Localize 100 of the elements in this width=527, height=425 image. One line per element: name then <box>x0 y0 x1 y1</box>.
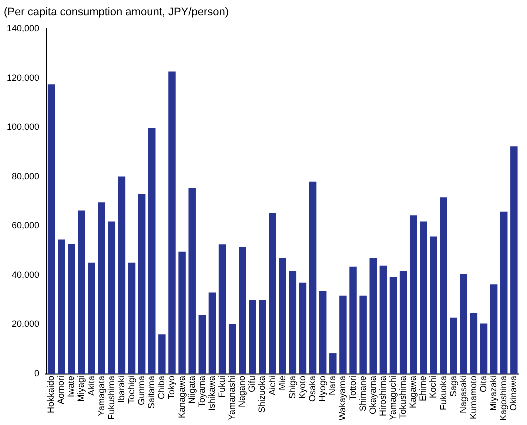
bar <box>259 300 266 374</box>
bar <box>108 222 116 374</box>
bar <box>228 324 236 374</box>
bar <box>289 271 297 374</box>
bar <box>440 198 448 374</box>
bar <box>390 277 398 374</box>
x-tick-label: Osaka <box>308 376 318 402</box>
x-tick-label: Yamanashi <box>227 376 238 420</box>
x-tick-label: Nagasaki <box>458 376 468 414</box>
x-tick-label: Akita <box>86 376 96 396</box>
x-tick-label: Aichi <box>267 376 278 396</box>
x-tick-label: Yamaguchi <box>388 376 398 420</box>
x-tick-label: Aomori <box>56 376 66 404</box>
bar <box>249 300 256 374</box>
bar <box>138 194 146 374</box>
bar <box>470 313 478 374</box>
bar <box>370 258 378 374</box>
x-tick-label: Kagoshima <box>498 376 509 422</box>
bar <box>48 84 56 374</box>
x-tick-label: Hyogo <box>318 376 328 402</box>
y-tick-label: 140,000 <box>6 24 40 34</box>
bar <box>319 291 327 374</box>
bar <box>410 216 418 374</box>
y-tick-label: 120,000 <box>6 72 40 83</box>
x-tick-label: Fukui <box>217 376 228 398</box>
x-tick-label: Tokushima <box>398 376 408 420</box>
bar <box>128 262 136 374</box>
bar <box>218 244 226 374</box>
y-tick-label: 80,000 <box>12 171 40 182</box>
bar <box>279 258 286 374</box>
y-axis-title: (Per capita consumption amount, JPY/person) <box>4 6 230 19</box>
y-tick-label: 100,000 <box>6 122 40 132</box>
bar <box>148 128 156 374</box>
x-tick-label: Miyazaki <box>488 376 499 411</box>
bar <box>360 296 367 374</box>
x-tick-label: Yamagata <box>96 376 106 416</box>
x-tick-label: Chiba <box>156 376 167 400</box>
x-tick-label: Mie <box>277 376 288 390</box>
bar <box>208 292 216 374</box>
x-tick-label: Saga <box>448 376 458 398</box>
bar <box>78 210 86 374</box>
bar <box>460 274 468 374</box>
x-tick-label: Kumamoto <box>468 376 478 420</box>
x-tick-label: Wakayama <box>338 376 348 421</box>
x-tick-label: Kanagawa <box>176 376 187 419</box>
bar <box>430 236 438 374</box>
x-tick-label: Niigata <box>186 376 197 404</box>
bar <box>158 334 166 374</box>
x-tick-label: Kochi <box>428 376 438 398</box>
x-tick-label: Tottori <box>348 376 358 400</box>
y-tick-label: 60,000 <box>12 220 40 231</box>
x-tick-label: Hokkaido <box>46 376 56 414</box>
bar <box>168 72 176 374</box>
x-tick-label: Tokyo <box>166 376 177 400</box>
bar <box>88 262 96 374</box>
x-tick-label: Miyagi <box>76 376 86 402</box>
x-tick-label: Gunma <box>136 376 147 406</box>
x-tick-label: Fukushima <box>106 376 116 420</box>
bar <box>420 222 428 374</box>
bar <box>239 247 246 374</box>
x-tick-label: Kagawa <box>408 376 418 409</box>
bar <box>510 146 518 374</box>
bar <box>269 213 276 374</box>
x-tick-label: Gifu <box>247 376 258 392</box>
x-tick-label: Kyoto <box>297 376 308 399</box>
y-tick-label: 20,000 <box>12 319 40 330</box>
x-tick-label: Ehime <box>418 376 428 402</box>
bar <box>118 176 126 374</box>
x-tick-label: Fukuoka <box>438 376 448 411</box>
bar <box>58 240 66 374</box>
x-tick-label: Hiroshima <box>378 376 388 416</box>
y-tick-label: 0 <box>34 368 40 378</box>
bar <box>400 271 408 374</box>
bar <box>309 182 317 374</box>
bar <box>299 282 307 374</box>
bar <box>490 284 498 374</box>
x-tick-label: Nagano <box>237 376 248 408</box>
bar <box>330 354 337 374</box>
x-tick-label: Iwate <box>66 376 76 398</box>
x-tick-label: Ibaraki <box>116 376 126 403</box>
bar <box>198 315 206 374</box>
bar <box>380 266 388 374</box>
y-tick-label: 40,000 <box>12 270 40 280</box>
bar <box>500 212 508 374</box>
bar <box>450 318 458 374</box>
bar <box>188 188 196 374</box>
x-tick-label: Shimane <box>358 376 368 412</box>
bar <box>480 324 488 374</box>
bar <box>178 252 186 374</box>
x-tick-label: Saitama <box>146 376 157 410</box>
bar <box>98 202 106 374</box>
bar <box>68 244 76 374</box>
x-tick-label: Tochigi <box>126 376 136 404</box>
x-tick-label: Oita <box>478 376 488 392</box>
x-tick-label: Okayama <box>368 376 378 414</box>
bar <box>350 266 357 374</box>
bar <box>340 296 347 374</box>
x-tick-label: Okinawa <box>508 376 519 411</box>
x-tick-label: Shiga <box>287 376 298 400</box>
x-tick-label: Nara <box>328 376 338 396</box>
